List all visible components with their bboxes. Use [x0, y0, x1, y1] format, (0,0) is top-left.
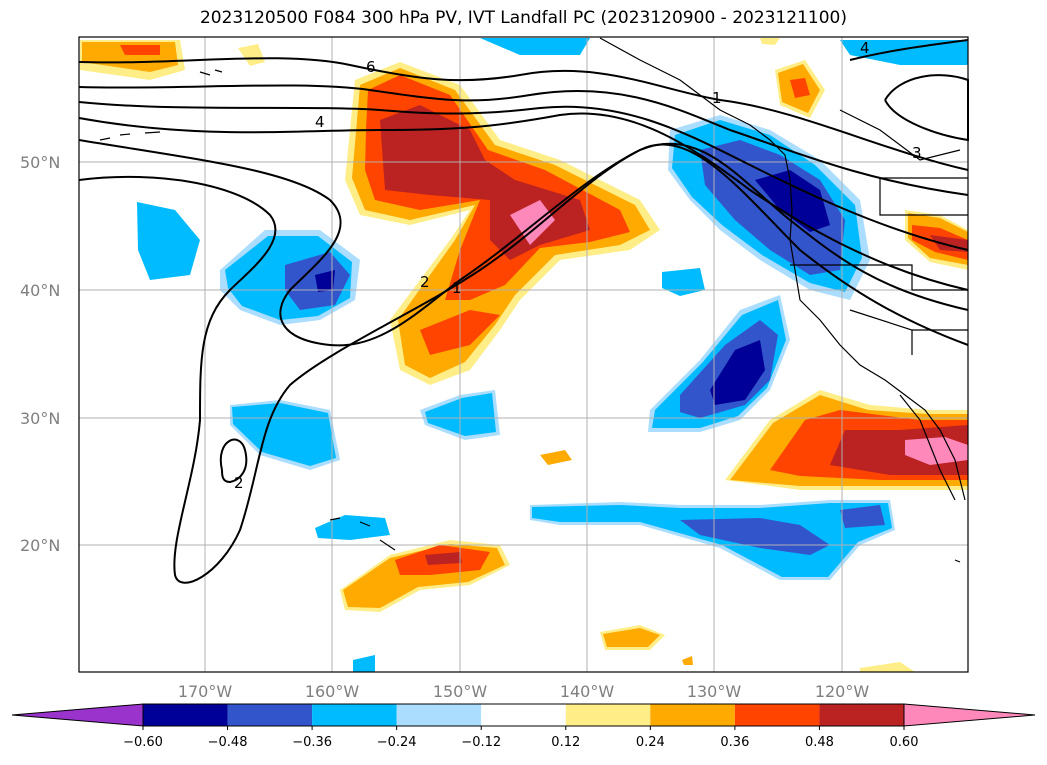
- colorbar-bin: [143, 704, 228, 726]
- colorbar-arrow-max: [903, 703, 1036, 727]
- lon-label: 160°W: [305, 682, 360, 701]
- colorbar-tick-label: 0.60: [890, 735, 919, 750]
- map-title: 2023120500 F084 300 hPa PV, IVT Landfall…: [199, 8, 847, 28]
- colorbar-bin: [819, 704, 904, 726]
- contour-label: 6: [366, 58, 376, 76]
- colorbar-bin: [227, 704, 313, 726]
- graticule: [79, 37, 968, 672]
- lat-label: 30°N: [20, 409, 60, 428]
- contour-label: 2: [234, 474, 244, 492]
- colorbar-bin: [734, 704, 820, 726]
- lon-label: 120°W: [815, 682, 870, 701]
- colorbar-bin: [481, 704, 566, 726]
- coastlines: [99, 37, 968, 563]
- lon-label: 170°W: [178, 682, 233, 701]
- colorbar-tick-label: 0.24: [636, 735, 665, 750]
- lat-label: 50°N: [20, 153, 60, 172]
- latitude-labels: 50°N 40°N 30°N 20°N: [20, 153, 60, 555]
- lon-label: 130°W: [687, 682, 742, 701]
- colorbar-arrow-min: [11, 703, 144, 727]
- pv-contours: [78, 39, 969, 584]
- colorbar: −0.60 −0.48 −0.36 −0.24 −0.12 0.12 0.24 0.36 0.4…: [11, 703, 1036, 750]
- contour-label: 2: [420, 273, 430, 291]
- contour-label: 4: [315, 113, 325, 131]
- contour-label: 1: [712, 89, 722, 107]
- lat-label: 40°N: [20, 281, 60, 300]
- pv-shading: [80, 38, 968, 672]
- colorbar-tick-label: 0.48: [805, 735, 834, 750]
- map-frame: [78, 36, 969, 673]
- colorbar-bin: [312, 704, 397, 726]
- colorbar-tick-label: −0.48: [208, 735, 248, 750]
- lat-label: 20°N: [20, 536, 60, 555]
- colorbar-tick-label: 0.36: [720, 735, 749, 750]
- contour-label: 4: [860, 39, 870, 57]
- colorbar-tick-label: −0.12: [461, 735, 501, 750]
- colorbar-tick-label: −0.36: [292, 735, 332, 750]
- colorbar-bin: [396, 704, 482, 726]
- lon-label: 150°W: [433, 682, 488, 701]
- longitude-labels: 170°W 160°W 150°W 140°W 130°W 120°W: [178, 682, 870, 701]
- contour-labels: 4 2 1 4 3 2 1 6: [234, 39, 922, 492]
- colorbar-tick-label: −0.24: [377, 735, 417, 750]
- contour-label: 1: [452, 279, 462, 297]
- colorbar-bin: [650, 704, 735, 726]
- colorbar-tick-label: 0.12: [551, 735, 580, 750]
- lon-label: 140°W: [560, 682, 615, 701]
- colorbar-tick-label: −0.60: [123, 735, 163, 750]
- colorbar-outline: [142, 703, 905, 727]
- contour-label: 3: [912, 144, 922, 162]
- colorbar-bin: [565, 704, 651, 726]
